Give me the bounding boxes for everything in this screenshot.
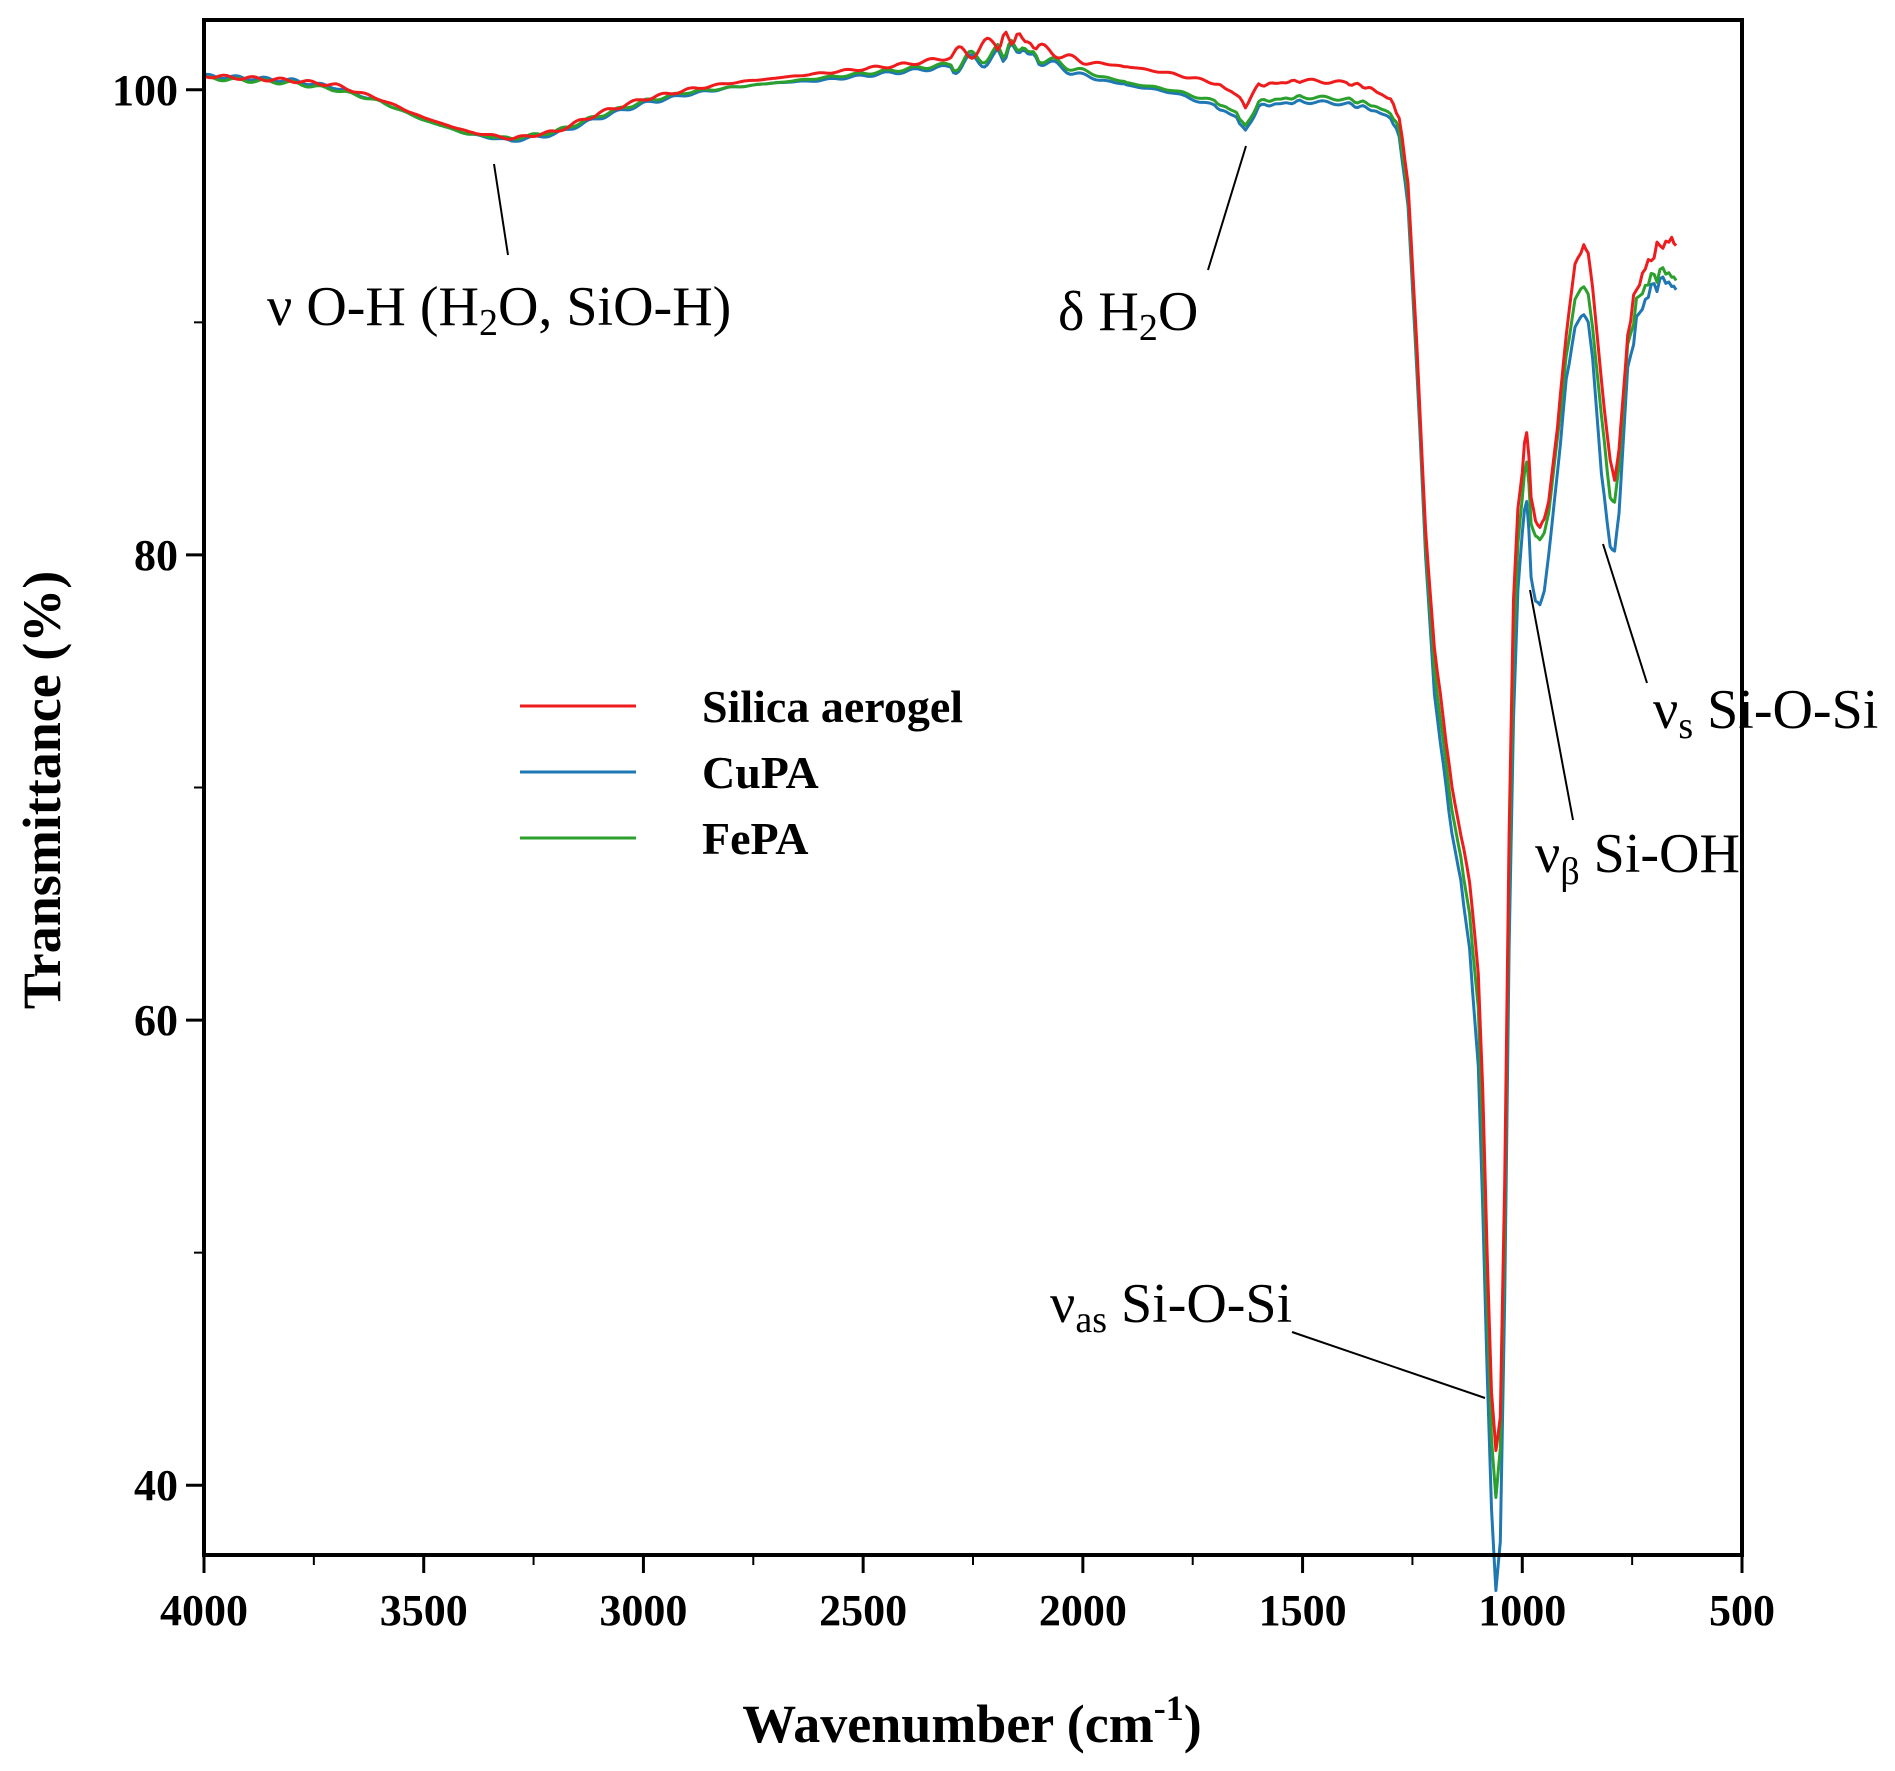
- y-axis-title: Transmittance (%): [12, 571, 72, 1009]
- legend-label-cupa: CuPA: [702, 747, 819, 798]
- plot-frame: [202, 18, 1744, 1557]
- x-tick-label: 4000: [160, 1586, 248, 1635]
- annot-leader-vas: [1291, 1331, 1486, 1399]
- annot-h2o: δ H2O: [1058, 281, 1198, 349]
- x-axis-title-main: Wavenumber (cm: [742, 1694, 1153, 1754]
- annot-vs: νs Si-O-Si: [1653, 679, 1878, 747]
- annot-leader-oh: [493, 163, 509, 256]
- annot-leader-vs: [1602, 543, 1648, 684]
- series-line-silica-aerogel: [203, 30, 1678, 1453]
- x-tick-label: 3000: [599, 1586, 687, 1635]
- x-tick-label: 1500: [1259, 1586, 1347, 1635]
- x-tick-label: 1000: [1478, 1586, 1566, 1635]
- annot-leader-h2o: [1207, 145, 1247, 271]
- annot-vb: νβ Si-OH: [1535, 823, 1740, 893]
- y-tick-label: 80: [134, 531, 178, 580]
- annot-leader-vb: [1529, 589, 1574, 821]
- annot-vas: νas Si-O-Si: [1050, 1273, 1292, 1341]
- legend-label-silica: Silica aerogel: [702, 681, 963, 732]
- x-tick-label: 2000: [1039, 1586, 1127, 1635]
- series-line-fepa: [203, 39, 1678, 1499]
- legend-label-fepa: FePA: [702, 813, 808, 864]
- plot-series: [203, 30, 1678, 1592]
- x-tick-label: 3500: [380, 1586, 468, 1635]
- x-axis-title-tail: ): [1184, 1694, 1202, 1754]
- x-axis-title: Wavenumber (cm-1): [742, 1688, 1201, 1754]
- y-tick-label: 40: [134, 1461, 178, 1510]
- y-tick-label: 60: [134, 996, 178, 1045]
- legend: Silica aerogel CuPA FePA: [520, 681, 963, 864]
- x-tick-label: 2500: [819, 1586, 907, 1635]
- y-tick-label: 100: [112, 66, 178, 115]
- tick-labels: 4000 3500 3000 2500 2000 1500 1000 500 40 60 80 100: [112, 66, 1775, 1635]
- annot-oh: ν O-H (H2O, SiO-H): [267, 276, 731, 344]
- x-axis-title-sup: -1: [1154, 1688, 1184, 1728]
- peak-annotations: ν O-H (H2O, SiO-H) δ H2O νas Si-O-Si νβ …: [267, 145, 1878, 1399]
- x-tick-label: 500: [1709, 1586, 1775, 1635]
